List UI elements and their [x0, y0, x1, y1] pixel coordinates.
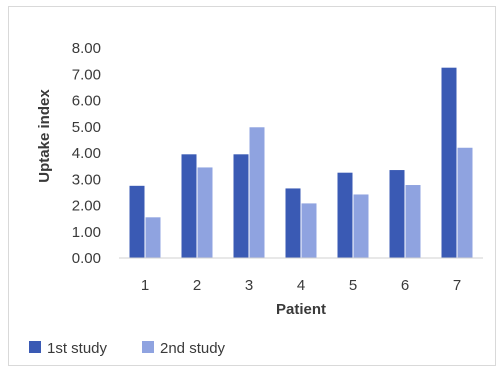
legend-swatch-2	[142, 341, 154, 353]
chart-frame: 0.00 1.00 2.00 3.00 4.00 5.00 6.00 7.00 8.00 1 2 3…	[8, 6, 496, 366]
bar-second-study-patient-3	[249, 127, 265, 259]
x-tick-label: 6	[401, 277, 409, 294]
bar-second-study-patient-7	[457, 147, 473, 258]
bar-first-study-patient-6	[389, 170, 405, 258]
legend-swatch-1	[29, 341, 41, 353]
bar-second-study-patient-4	[301, 203, 317, 258]
y-tick-label: 0.00	[72, 250, 101, 267]
x-tick-label: 3	[245, 277, 253, 294]
bar-first-study-patient-1	[129, 185, 145, 258]
y-tick-label: 6.00	[72, 93, 101, 110]
y-tick-label: 2.00	[72, 198, 101, 215]
x-tick-label: 4	[297, 277, 305, 294]
bar-first-study-patient-5	[337, 172, 353, 258]
x-axis-ticks: 1 2 3 4 5 6 7	[141, 277, 461, 294]
y-tick-label: 3.00	[72, 171, 101, 188]
y-axis-ticks: 0.00 1.00 2.00 3.00 4.00 5.00 6.00 7.00 8.00	[72, 40, 101, 267]
bar-second-study-patient-5	[353, 194, 369, 258]
y-tick-label: 7.00	[72, 66, 101, 83]
legend: 1st study 2nd study	[29, 340, 226, 357]
bar-first-study-patient-3	[233, 154, 249, 258]
y-tick-label: 5.00	[72, 119, 101, 136]
bar-second-study-patient-1	[145, 217, 161, 258]
x-tick-label: 5	[349, 277, 357, 294]
x-tick-label: 1	[141, 277, 149, 294]
x-axis-title: Patient	[276, 301, 326, 318]
bar-first-study-patient-2	[181, 154, 197, 258]
bars	[129, 67, 473, 259]
y-tick-label: 4.00	[72, 145, 101, 162]
y-axis-title: Uptake index	[36, 89, 53, 183]
legend-label-2: 2nd study	[160, 340, 226, 357]
y-tick-label: 1.00	[72, 224, 101, 241]
bar-second-study-patient-2	[197, 167, 213, 258]
x-tick-label: 2	[193, 277, 201, 294]
uptake-bar-chart: 0.00 1.00 2.00 3.00 4.00 5.00 6.00 7.00 8.00 1 2 3…	[29, 40, 483, 357]
bar-second-study-patient-6	[405, 185, 421, 258]
x-tick-label: 7	[453, 277, 461, 294]
bar-first-study-patient-7	[441, 67, 457, 258]
bar-first-study-patient-4	[285, 188, 301, 258]
y-tick-label: 8.00	[72, 40, 101, 57]
legend-label-1: 1st study	[47, 340, 108, 357]
